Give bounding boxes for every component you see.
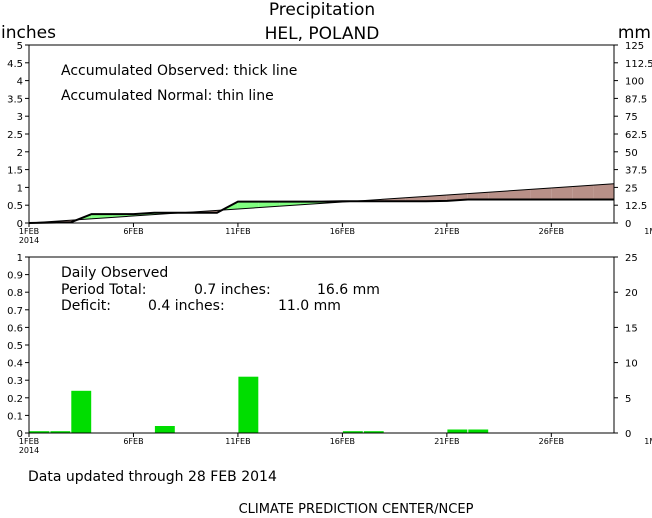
y-tick-label-right: 50 (625, 148, 638, 159)
deficit-area (572, 185, 594, 200)
x-tick-label: 1FEB (19, 437, 39, 446)
y-tick-label-left: 2.5 (7, 130, 23, 141)
x-tick-label: 1FEB (19, 227, 39, 236)
data-updated-note: Data updated through 28 FEB 2014 (28, 469, 277, 485)
annotation-observed: Accumulated Observed: thick line (61, 63, 297, 79)
daily-precip-bar (468, 429, 489, 433)
y-tick-label-right: 20 (625, 288, 638, 299)
x-tick-label: 21FEB (434, 437, 459, 446)
observed-accumulation-line (28, 198, 614, 224)
y-tick-label-right: 15 (625, 323, 638, 334)
y-tick-label-left: 0.4 (7, 359, 23, 370)
x-tick-label: 11FEB (225, 227, 250, 236)
daily-precip-bar (29, 431, 50, 433)
normal-accumulation-line (28, 183, 615, 224)
y-tick-label-left: 1 (17, 253, 23, 264)
daily-precip-bar (447, 429, 468, 433)
y-tick-label-left: 3.5 (7, 94, 23, 105)
y-tick-label-right: 25 (625, 183, 638, 194)
y-tick-label-right: 87.5 (625, 94, 647, 105)
daily-bars-layer (29, 376, 489, 433)
x-tick-label: 1MAR (644, 437, 652, 446)
y-tick-label-left: 4 (17, 77, 23, 88)
y-tick-label-right: 12.5 (625, 201, 647, 212)
period-total-mm: 16.6 mm (317, 282, 380, 298)
x-tick-label: 16FEB (330, 437, 355, 446)
period-total-inches: 0.7 inches: (194, 282, 271, 298)
deficit-area (593, 183, 614, 200)
y-tick-label-right: 25 (625, 253, 638, 264)
daily-precip-bar (342, 431, 363, 433)
y-tick-label-right: 75 (625, 112, 638, 123)
y-tick-label-left: 1 (17, 183, 23, 194)
chart-subtitle: HEL, POLAND (265, 24, 380, 44)
x-tick-label: 16FEB (330, 227, 355, 236)
deficit-area (509, 189, 531, 200)
period-total-label: Period Total: (61, 282, 147, 298)
x-tick-label: 11FEB (225, 437, 250, 446)
y-tick-label-right: 0 (625, 219, 631, 230)
y-tick-label-left: 0 (17, 219, 23, 230)
y-tick-label-left: 4.5 (7, 59, 23, 70)
daily-precip-bar (71, 390, 92, 433)
accumulated-panel: 00.511.522.533.544.55012.52537.55062.575… (7, 41, 652, 245)
deficit-label: Deficit: (61, 298, 111, 314)
accumulated-ticks: 00.511.522.533.544.55012.52537.55062.575… (7, 41, 652, 245)
y-tick-label-right: 112.5 (625, 59, 652, 70)
deficit-mm: 11.0 mm (278, 298, 341, 314)
x-year-label: 2014 (19, 236, 39, 245)
y-tick-label-right: 5 (625, 394, 631, 405)
deficit-area (551, 186, 573, 200)
y-tick-label-right: 100 (625, 77, 644, 88)
y-tick-label-left: 0.8 (7, 288, 23, 299)
y-tick-label-left: 0 (17, 429, 23, 440)
chart-title: Precipitation (269, 0, 375, 20)
credit-footer: CLIMATE PREDICTION CENTER/NCEP (239, 502, 474, 517)
left-axis-unit-label: inches (1, 23, 56, 43)
right-axis-unit-label: mm (618, 23, 651, 43)
x-tick-label: 6FEB (123, 227, 143, 236)
y-tick-label-right: 125 (625, 41, 644, 52)
y-tick-label-left: 0.6 (7, 323, 23, 334)
accumulated-lines-layer (28, 183, 615, 224)
y-tick-label-left: 5 (17, 41, 23, 52)
annotation-normal: Accumulated Normal: thin line (61, 88, 274, 104)
daily-panel: 00.10.20.30.40.50.60.70.80.9105101520251… (7, 253, 652, 455)
y-tick-label-left: 0.1 (7, 411, 23, 422)
deficit-area (530, 188, 552, 200)
daily-ticks: 00.10.20.30.40.50.60.70.80.9105101520251… (7, 253, 652, 455)
deficit-area (488, 190, 510, 200)
y-tick-label-right: 37.5 (625, 166, 647, 177)
y-tick-label-left: 0.7 (7, 306, 23, 317)
x-tick-label: 26FEB (539, 227, 564, 236)
deficit-area (467, 192, 489, 200)
daily-precip-bar (363, 431, 384, 433)
y-tick-label-left: 0.5 (7, 201, 23, 212)
daily-precip-bar (154, 426, 175, 433)
deficit-area (426, 195, 447, 202)
y-tick-label-right: 62.5 (625, 130, 647, 141)
y-tick-label-left: 1.5 (7, 166, 23, 177)
x-tick-label: 1MAR (644, 227, 652, 236)
daily-observed-heading: Daily Observed (61, 265, 168, 281)
y-tick-label-right: 0 (625, 429, 631, 440)
y-tick-label-left: 0.9 (7, 271, 23, 282)
x-tick-label: 21FEB (434, 227, 459, 236)
y-tick-label-left: 0.3 (7, 376, 23, 387)
x-tick-label: 26FEB (539, 437, 564, 446)
y-tick-label-left: 2 (17, 148, 23, 159)
daily-precip-bar (50, 431, 71, 433)
surplus-area (237, 201, 259, 209)
deficit-inches: 0.4 inches: (148, 298, 225, 314)
y-tick-label-left: 0.5 (7, 341, 23, 352)
x-tick-label: 6FEB (123, 437, 143, 446)
y-tick-label-left: 3 (17, 112, 23, 123)
y-tick-label-right: 10 (625, 359, 638, 370)
x-year-label: 2014 (19, 446, 39, 455)
y-tick-label-left: 0.2 (7, 394, 23, 405)
daily-precip-bar (238, 376, 259, 433)
